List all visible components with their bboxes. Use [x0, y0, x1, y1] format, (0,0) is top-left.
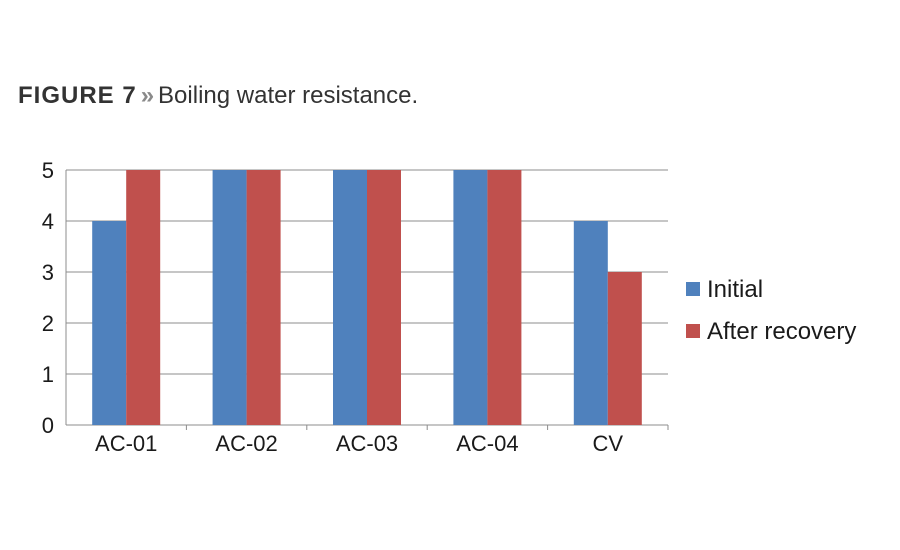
- y-tick-label: 3: [42, 260, 54, 285]
- y-tick-label: 4: [42, 209, 54, 234]
- figure-title: Boiling water resistance.: [158, 82, 419, 109]
- x-tick-label: AC-03: [336, 431, 398, 456]
- legend-label: After recovery: [707, 318, 856, 345]
- x-tick-label: AC-04: [456, 431, 518, 456]
- y-tick-label: 0: [42, 413, 54, 438]
- bar-after-recovery-ac-01: [126, 170, 161, 425]
- x-tick-label: AC-01: [95, 431, 157, 456]
- bar-initial-cv: [573, 221, 608, 425]
- y-tick-label: 1: [42, 362, 54, 387]
- bar-initial-ac-02: [212, 170, 247, 425]
- figure-label: FIGURE 7: [18, 82, 137, 109]
- bar-after-recovery-ac-02: [246, 170, 281, 425]
- bar-after-recovery-ac-04: [487, 170, 522, 425]
- legend-label: Initial: [707, 276, 763, 303]
- bar-initial-ac-03: [333, 170, 367, 425]
- bar-after-recovery-ac-03: [367, 170, 401, 425]
- bar-after-recovery-cv: [607, 272, 642, 425]
- x-tick-label: AC-02: [215, 431, 277, 456]
- x-tick-label: CV: [593, 431, 624, 456]
- legend-swatch: [686, 324, 700, 338]
- y-tick-label: 5: [42, 158, 54, 183]
- bar-initial-ac-04: [453, 170, 488, 425]
- figure-caption: FIGURE 7» Boiling water resistance.: [18, 82, 418, 110]
- caption-separator: »: [140, 82, 155, 109]
- y-tick-label: 2: [42, 311, 54, 336]
- legend-swatch: [686, 282, 700, 296]
- bar-initial-ac-01: [92, 221, 127, 425]
